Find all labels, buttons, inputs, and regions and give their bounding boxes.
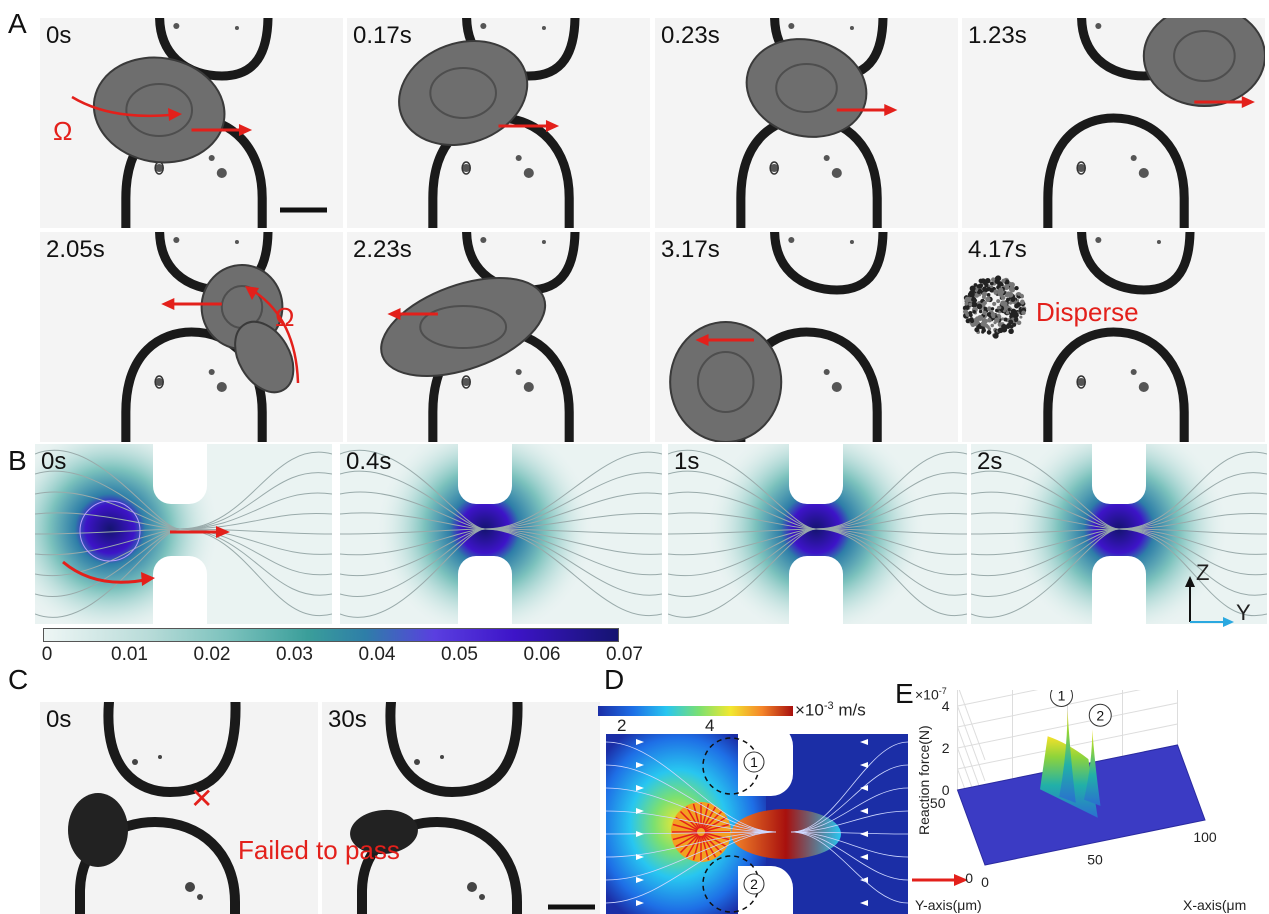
x-tick-label: 0 (981, 874, 989, 890)
panel-a-time-label: 2.23s (353, 236, 412, 264)
panel-a-time-label: 0.17s (353, 22, 412, 50)
panel-a-time-label: 2.05s (46, 236, 105, 264)
marker-1-label: 1 (750, 754, 758, 770)
panel-d-colorbar (598, 706, 793, 716)
z-tick-label: 4 (942, 698, 950, 714)
y-tick-label: 50 (930, 795, 946, 811)
omega-symbol: Ω (53, 116, 72, 147)
panel-a-frame: 1.23s (962, 18, 1265, 228)
colorbar-tick-label: 0.05 (441, 644, 478, 666)
axis-z-label: Z (1196, 560, 1209, 586)
y-tick-label: 0 (965, 870, 973, 886)
colorbar-tick-label: 0.07 (606, 644, 643, 666)
panel-b-sim-frame: 0.4s (340, 444, 662, 624)
z-axis-label: Reaction force(N) (916, 725, 932, 835)
colorbar-tick-label: 0.03 (276, 644, 313, 666)
panel-a-frame: 3.17s (655, 232, 958, 442)
panel-c-frame-image (40, 702, 318, 914)
panel-a-time-label: 1.23s (968, 22, 1027, 50)
panel-letter-b: B (8, 445, 27, 477)
colorbar-tick-label: 0 (42, 644, 53, 666)
peak-marker-label: 1 (1058, 690, 1066, 703)
z-tick-label: 2 (942, 740, 950, 756)
colorbar-tick-label: 0.06 (524, 644, 561, 666)
colorbar-tick-label: 0.02 (194, 644, 231, 666)
surface-plot: 12024050100050Reaction force(N)X-axis(μm… (915, 690, 1269, 914)
panel-c-frame: 0s (40, 702, 318, 914)
panel-a-frame: 0s (40, 18, 343, 228)
peak-marker-label: 2 (1096, 707, 1104, 723)
panel-letter-c: C (8, 664, 28, 696)
panel-a-frame: 0.17s (347, 18, 650, 228)
panel-d-velocity-field: 12 (606, 734, 908, 914)
omega-symbol: Ω (275, 302, 294, 333)
panel-a-frame-image (40, 18, 343, 228)
panel-d-unit-exp: ×10 (795, 701, 824, 720)
x-axis-label: X-axis(μm (1183, 897, 1246, 913)
panel-b-sim-frame: 1s (668, 444, 967, 624)
panel-a-frame: 2.05s (40, 232, 343, 442)
panel-d-unit: ×10-3 m/s (795, 700, 866, 721)
failed-to-pass-label: Failed to pass (238, 835, 400, 866)
panel-letter-d: D (604, 664, 624, 696)
panel-a-frame: 2.23s (347, 232, 650, 442)
marker-2-label: 2 (750, 876, 758, 892)
y-axis-label: Y-axis(μm) (915, 897, 982, 913)
panel-a-time-label: 4.17s (968, 236, 1027, 264)
panel-b-sim-frame: 0s (35, 444, 332, 624)
panel-b-time-label: 2s (977, 448, 1002, 476)
panel-d-unit-pow: -3 (824, 700, 834, 712)
panel-b-time-label: 0s (41, 448, 66, 476)
panel-c-time-label: 0s (46, 706, 71, 734)
panel-d-sim: 12 (606, 734, 908, 914)
axis-y-label: Y (1236, 600, 1251, 626)
x-tick-label: 50 (1087, 852, 1103, 868)
colorbar-tick-label: 0.04 (359, 644, 396, 666)
colorbar-tick-label: 0.01 (111, 644, 148, 666)
panel-c-time-label: 30s (328, 706, 367, 734)
panel-c-frame: 30s (322, 702, 600, 914)
panel-d-tick-2: 2 (617, 716, 626, 736)
panel-a-time-label: 0.23s (661, 22, 720, 50)
x-tick-label: 100 (1193, 829, 1217, 845)
panel-b-sim-image (668, 444, 967, 624)
panel-letter-a: A (8, 8, 27, 40)
panel-a-time-label: 3.17s (661, 236, 720, 264)
panel-d-tick-4: 4 (705, 716, 714, 736)
panel-b-time-label: 1s (674, 448, 699, 476)
panel-a-frame: 0.23s (655, 18, 958, 228)
axis-indicator (1176, 560, 1266, 630)
panel-b-time-label: 0.4s (346, 448, 391, 476)
disperse-label: Disperse (1036, 297, 1139, 328)
panel-b-sim-image (35, 444, 332, 624)
panel-a-frame: 4.17s (962, 232, 1265, 442)
panel-letter-e: E (895, 678, 914, 710)
fail-x-mark: ✕ (190, 782, 213, 815)
panel-a-time-label: 0s (46, 22, 71, 50)
colorbar (43, 628, 619, 642)
panel-d-unit-text: m/s (838, 701, 865, 720)
